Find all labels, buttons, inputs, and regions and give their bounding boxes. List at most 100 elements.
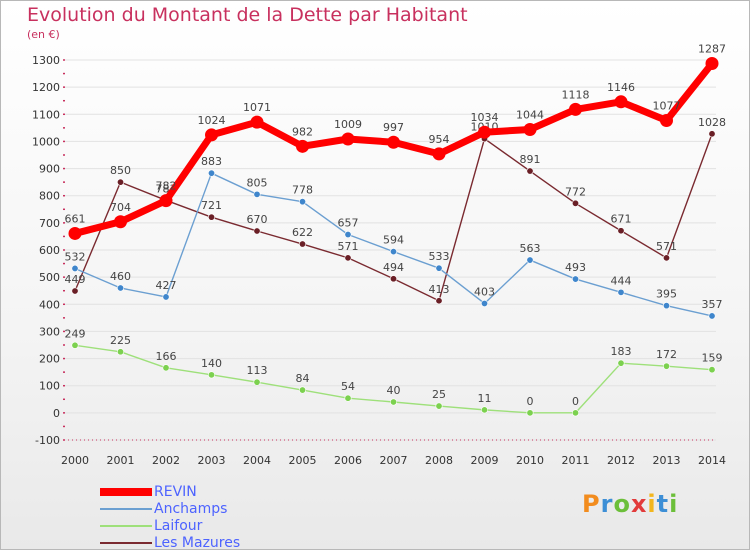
- data-point-laifour: [526, 409, 534, 417]
- data-label-anchamps: 594: [383, 234, 404, 247]
- data-label-revin: 1146: [607, 81, 635, 94]
- data-point-revin: [341, 132, 355, 146]
- y-tick-label: -100: [35, 434, 60, 447]
- legend-item-anchamps: Anchamps: [100, 501, 340, 518]
- data-point-laifour: [253, 378, 261, 386]
- data-point-laifour: [71, 341, 79, 349]
- data-label-anchamps: 427: [156, 279, 177, 292]
- data-point-laifour: [389, 398, 397, 406]
- y-tick-label: 400: [39, 298, 60, 311]
- x-tick-label: 2006: [334, 454, 362, 467]
- data-label-revin: 982: [292, 125, 313, 138]
- data-point-anchamps: [617, 288, 625, 296]
- data-point-les-mazures: [526, 167, 534, 175]
- x-tick-label: 2000: [61, 454, 89, 467]
- data-label-laifour: 40: [387, 384, 401, 397]
- data-point-les-mazures: [253, 227, 261, 235]
- data-point-anchamps: [344, 231, 352, 239]
- data-point-anchamps: [571, 275, 579, 283]
- x-tick-label: 2007: [380, 454, 408, 467]
- x-tick-label: 2004: [243, 454, 271, 467]
- x-tick-label: 2001: [107, 454, 135, 467]
- data-label-anchamps: 657: [338, 217, 359, 230]
- data-label-les-mazures: 721: [201, 199, 222, 212]
- data-label-revin: 954: [429, 133, 450, 146]
- data-point-laifour: [708, 366, 716, 374]
- data-point-laifour: [480, 406, 488, 414]
- data-point-anchamps: [162, 293, 170, 301]
- data-label-revin: 1287: [698, 43, 726, 56]
- data-label-les-mazures: 494: [383, 261, 404, 274]
- data-label-revin: 782: [156, 180, 177, 193]
- data-point-revin: [387, 135, 400, 149]
- legend-label-les-mazures: Les Mazures: [154, 535, 241, 551]
- data-label-revin: 1077: [653, 100, 681, 113]
- data-point-revin: [660, 114, 673, 128]
- data-label-les-mazures: 622: [292, 226, 313, 239]
- data-point-anchamps: [117, 284, 125, 292]
- data-label-laifour: 249: [65, 327, 86, 340]
- data-point-laifour: [117, 348, 125, 356]
- data-point-anchamps: [389, 248, 397, 256]
- data-point-anchamps: [298, 198, 306, 206]
- data-label-laifour: 183: [611, 345, 632, 358]
- legend-swatch-les-mazures: [100, 542, 152, 544]
- data-point-les-mazures: [117, 178, 125, 186]
- y-tick-label: 900: [39, 163, 60, 176]
- data-point-laifour: [162, 364, 170, 372]
- data-label-les-mazures: 891: [520, 153, 541, 166]
- y-tick-label: 300: [39, 325, 60, 338]
- x-tick-label: 2002: [152, 454, 180, 467]
- data-label-laifour: 172: [656, 348, 677, 361]
- data-label-laifour: 84: [296, 372, 310, 385]
- data-point-les-mazures: [208, 213, 216, 221]
- legend-item-laifour: Laifour: [100, 518, 340, 535]
- y-tick-label: 0: [53, 407, 60, 420]
- x-tick-label: 2005: [289, 454, 317, 467]
- data-point-revin: [432, 147, 446, 161]
- data-point-anchamps: [208, 169, 216, 177]
- data-point-anchamps: [526, 256, 534, 264]
- data-label-laifour: 0: [572, 395, 579, 408]
- legend: REVIN Anchamps Laifour Les Mazures: [100, 484, 340, 552]
- x-tick-label: 2014: [698, 454, 726, 467]
- data-point-les-mazures: [389, 275, 397, 283]
- data-label-anchamps: 403: [474, 285, 495, 298]
- data-label-les-mazures: 671: [611, 213, 632, 226]
- x-tick-label: 2009: [471, 454, 499, 467]
- data-point-les-mazures: [435, 297, 443, 305]
- data-label-revin: 1044: [516, 108, 544, 121]
- data-label-laifour: 113: [247, 364, 268, 377]
- data-point-les-mazures: [708, 130, 716, 138]
- y-tick-label: 1000: [32, 135, 60, 148]
- y-tick-label: 1200: [32, 81, 60, 94]
- y-tick-label: 800: [39, 190, 60, 203]
- data-point-revin: [523, 122, 537, 136]
- data-label-les-mazures: 571: [656, 240, 677, 253]
- data-point-les-mazures: [662, 254, 670, 262]
- data-label-anchamps: 563: [520, 242, 541, 255]
- data-point-revin: [614, 95, 628, 109]
- data-label-revin: 1024: [198, 114, 226, 127]
- legend-item-revin: REVIN: [100, 484, 340, 501]
- data-label-laifour: 140: [201, 357, 222, 370]
- x-tick-label: 2011: [562, 454, 590, 467]
- legend-item-les-mazures: Les Mazures: [100, 535, 340, 552]
- data-label-les-mazures: 1028: [698, 116, 726, 129]
- data-point-laifour: [617, 359, 625, 367]
- x-tick-label: 2008: [425, 454, 453, 467]
- data-point-revin: [296, 139, 309, 153]
- data-point-revin: [159, 194, 173, 208]
- data-label-anchamps: 532: [65, 250, 86, 263]
- data-label-revin: 1071: [243, 101, 271, 114]
- data-label-revin: 1009: [334, 118, 362, 131]
- legend-swatch-revin: [100, 488, 152, 496]
- data-label-revin: 704: [110, 201, 131, 214]
- data-point-les-mazures: [344, 254, 352, 262]
- data-label-anchamps: 533: [429, 250, 450, 263]
- legend-label-anchamps: Anchamps: [154, 501, 228, 517]
- data-point-les-mazures: [571, 199, 579, 207]
- data-label-anchamps: 805: [247, 176, 268, 189]
